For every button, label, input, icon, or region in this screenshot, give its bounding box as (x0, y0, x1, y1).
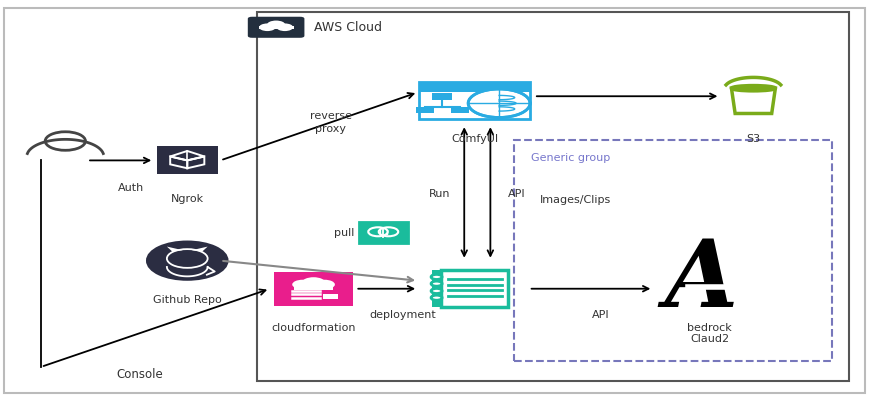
FancyBboxPatch shape (273, 272, 354, 306)
FancyBboxPatch shape (257, 12, 849, 381)
FancyBboxPatch shape (322, 294, 338, 300)
Text: cloudformation: cloudformation (271, 323, 356, 333)
FancyBboxPatch shape (4, 8, 865, 393)
Circle shape (267, 20, 286, 29)
Circle shape (167, 249, 207, 268)
FancyBboxPatch shape (419, 81, 530, 92)
Text: API: API (508, 190, 525, 199)
Polygon shape (192, 247, 207, 252)
Text: A: A (665, 236, 738, 326)
Circle shape (469, 89, 530, 117)
Text: reverse
proxy: reverse proxy (310, 111, 352, 134)
Circle shape (148, 243, 226, 279)
FancyBboxPatch shape (247, 17, 305, 38)
Text: Images/Clips: Images/Clips (540, 195, 611, 205)
Polygon shape (167, 247, 183, 252)
Circle shape (431, 281, 442, 286)
Text: S3: S3 (746, 134, 760, 144)
Circle shape (431, 295, 442, 300)
FancyBboxPatch shape (259, 26, 294, 29)
Circle shape (431, 274, 442, 279)
FancyBboxPatch shape (415, 107, 434, 113)
FancyBboxPatch shape (359, 222, 408, 243)
Text: Ngrok: Ngrok (171, 194, 204, 205)
Text: Generic group: Generic group (531, 154, 611, 163)
Circle shape (293, 280, 313, 289)
Text: Github Repo: Github Repo (153, 295, 221, 305)
Text: API: API (592, 310, 610, 320)
Circle shape (177, 255, 184, 258)
Text: ComfyUI: ComfyUI (451, 134, 498, 144)
FancyBboxPatch shape (419, 81, 530, 119)
Circle shape (302, 277, 325, 288)
FancyBboxPatch shape (433, 93, 453, 99)
Text: AWS Cloud: AWS Cloud (314, 21, 381, 34)
FancyBboxPatch shape (157, 146, 218, 174)
Circle shape (314, 280, 334, 289)
FancyBboxPatch shape (432, 271, 442, 307)
Circle shape (191, 255, 198, 258)
Circle shape (431, 288, 442, 294)
Text: Console: Console (116, 369, 163, 381)
Text: bedrock
Claud2: bedrock Claud2 (687, 323, 733, 344)
Circle shape (260, 23, 275, 31)
Text: deployment: deployment (369, 310, 436, 320)
FancyBboxPatch shape (451, 107, 469, 113)
Text: Run: Run (429, 190, 450, 199)
Text: Auth: Auth (118, 184, 144, 193)
Circle shape (277, 23, 293, 31)
FancyBboxPatch shape (442, 271, 509, 307)
FancyBboxPatch shape (294, 287, 333, 290)
Text: pull: pull (334, 228, 354, 237)
